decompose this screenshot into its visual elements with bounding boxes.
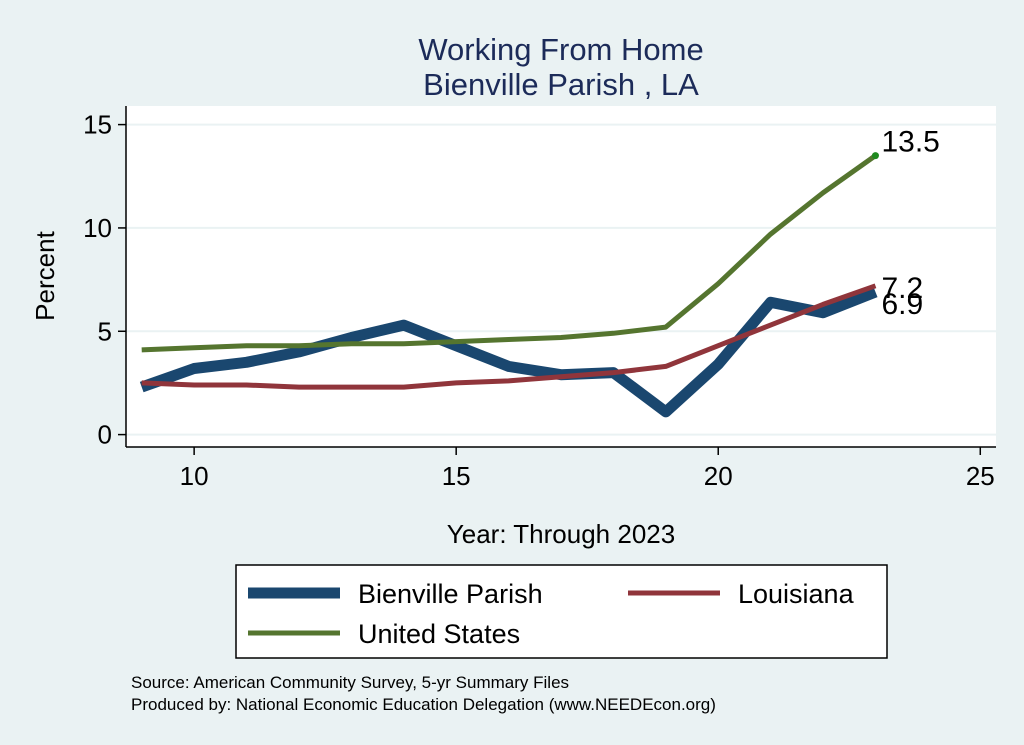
chart-title-line-1: Working From Home [418, 32, 703, 67]
source-note: Source: American Community Survey, 5-yr … [131, 673, 569, 692]
produced-by-note: Produced by: National Economic Education… [131, 695, 716, 714]
grid [126, 123, 996, 436]
y-tick-label: 5 [98, 316, 112, 346]
y-axis-title: Percent [30, 230, 60, 320]
y-tick-label: 0 [98, 420, 112, 450]
legend-label-louisiana: Louisiana [738, 579, 855, 609]
end-label-louisiana: 7.2 [881, 272, 923, 305]
series-line-bienville-parish [139, 286, 878, 418]
end-label-bienville-parish: 6.9 [881, 288, 923, 321]
plot-area [126, 106, 996, 447]
chart-title-line-2: Bienville Parish , LA [423, 67, 699, 102]
x-tick-label: 25 [966, 461, 995, 491]
legend-label-bienville: Bienville Parish [358, 579, 543, 609]
series-line-louisiana [141, 283, 877, 390]
x-tick-label: 15 [442, 461, 471, 491]
end-labels: 6.97.2 13.5 [881, 126, 939, 321]
x-axis-title: Year: Through 2023 [447, 519, 675, 549]
axes: 0 5 10 15 10 15 20 25 [83, 106, 996, 491]
end-label-united-states: 13.5 [881, 126, 939, 159]
series-layer [139, 152, 879, 418]
y-tick-label: 10 [83, 213, 112, 243]
series-end-point-united-states [871, 152, 879, 160]
x-tick-label: 10 [180, 461, 209, 491]
series-line-united-states [141, 153, 877, 353]
y-tick-label: 15 [83, 110, 112, 140]
legend: Bienville Parish Louisiana United States [235, 564, 888, 659]
legend-box [235, 564, 888, 659]
legend-label-united-states: United States [358, 619, 520, 649]
x-tick-label: 20 [704, 461, 733, 491]
